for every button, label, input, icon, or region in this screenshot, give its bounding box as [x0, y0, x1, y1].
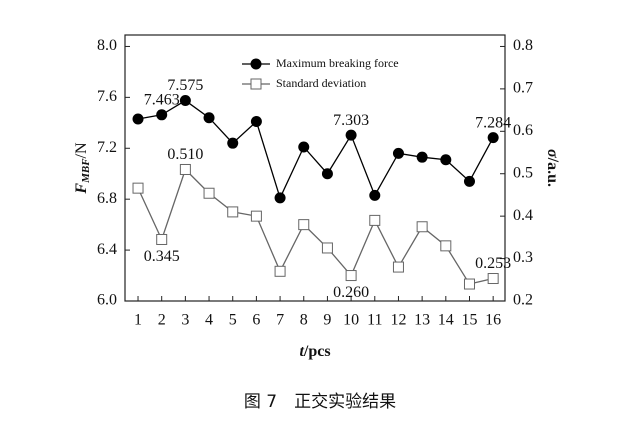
marker: [156, 109, 168, 121]
marker: [179, 163, 191, 175]
x-tick-label: 4: [205, 312, 213, 329]
legend-marker: [250, 78, 262, 90]
y2-label-unit: /a.u.: [544, 157, 561, 187]
x-tick-label: 2: [158, 312, 166, 329]
data-label: 7.303: [333, 112, 369, 129]
x-tick-label: 16: [485, 312, 501, 329]
y-tick-label: 6.0: [97, 292, 117, 309]
marker: [274, 265, 286, 277]
legend-marker: [250, 58, 262, 70]
series-line: [137, 99, 494, 200]
marker: [203, 187, 215, 199]
y2-tick-label: 0.4: [513, 207, 533, 224]
x-tick-label: 3: [181, 312, 189, 329]
x-label-main: t: [299, 343, 304, 360]
marker: [250, 116, 262, 128]
x-tick-label: 9: [323, 312, 331, 329]
y-tick-label: 8.0: [97, 37, 117, 54]
plot-frame: [124, 34, 506, 302]
x-tick-label: 13: [414, 312, 430, 329]
series-line: [137, 168, 494, 285]
figure-caption: 图 7 正交实验结果: [244, 392, 396, 412]
marker: [298, 219, 310, 231]
marker: [132, 182, 144, 194]
data-label: 7.463: [144, 91, 180, 108]
marker: [463, 278, 475, 290]
x-tick-label: 7: [276, 312, 284, 329]
marker: [227, 206, 239, 218]
y2-tick-label: 0.3: [513, 249, 533, 266]
y2-tick-label: 0.6: [513, 122, 533, 139]
y-tick-label: 6.8: [97, 190, 117, 207]
x-tick-label: 8: [300, 312, 308, 329]
legend-label: Maximum breaking force: [276, 56, 399, 70]
marker: [274, 192, 286, 204]
y-tick-label: 7.2: [97, 139, 117, 156]
data-label: 0.510: [167, 146, 203, 163]
x-tick-label: 14: [438, 312, 454, 329]
y2-tick-label: 0.2: [513, 292, 533, 309]
y2-tick-label: 0.5: [513, 164, 533, 181]
x-tick-label: 12: [390, 312, 406, 329]
x-tick-label: 10: [343, 312, 359, 329]
x-tick-label: 11: [367, 312, 382, 329]
y2-axis-label: σ/a.u.: [544, 149, 561, 187]
marker: [345, 270, 357, 282]
marker: [440, 240, 452, 252]
marker: [392, 147, 404, 159]
data-label: 0.260: [333, 284, 369, 301]
y-tick-label: 6.4: [97, 241, 117, 258]
y-label-unit: /N: [73, 142, 90, 158]
marker: [132, 113, 144, 125]
marker: [179, 95, 191, 107]
legend-label: Standard deviation: [276, 76, 366, 90]
marker: [250, 210, 262, 222]
marker: [487, 273, 499, 285]
y2-label-main: σ: [544, 149, 561, 158]
y2-tick-label: 0.8: [513, 37, 533, 54]
x-label-unit: /pcs: [303, 343, 331, 360]
marker: [369, 214, 381, 226]
y-tick-label: 7.6: [97, 88, 117, 105]
y-axis-label: FMBF/N: [73, 142, 92, 195]
y-label-sub: MBF: [80, 158, 92, 184]
marker: [440, 154, 452, 166]
y-label-main: F: [73, 183, 90, 195]
marker: [203, 112, 215, 124]
data-label: 7.284: [475, 114, 511, 131]
marker: [321, 168, 333, 180]
marker: [321, 242, 333, 254]
marker: [345, 129, 357, 141]
x-axis-label: t/pcs: [299, 343, 330, 360]
x-tick-label: 1: [134, 312, 142, 329]
x-tick-label: 5: [229, 312, 237, 329]
marker: [227, 137, 239, 149]
y2-tick-label: 0.7: [513, 80, 533, 97]
marker: [487, 132, 499, 144]
marker: [392, 261, 404, 273]
marker: [416, 221, 428, 233]
x-tick-label: 6: [252, 312, 260, 329]
data-label: 7.575: [167, 77, 203, 94]
x-tick-label: 15: [461, 312, 477, 329]
marker: [416, 151, 428, 163]
data-label: 0.345: [144, 248, 180, 265]
marker: [369, 189, 381, 201]
data-label: 0.253: [475, 255, 511, 272]
marker: [156, 233, 168, 245]
marker: [463, 175, 475, 187]
marker: [298, 141, 310, 153]
